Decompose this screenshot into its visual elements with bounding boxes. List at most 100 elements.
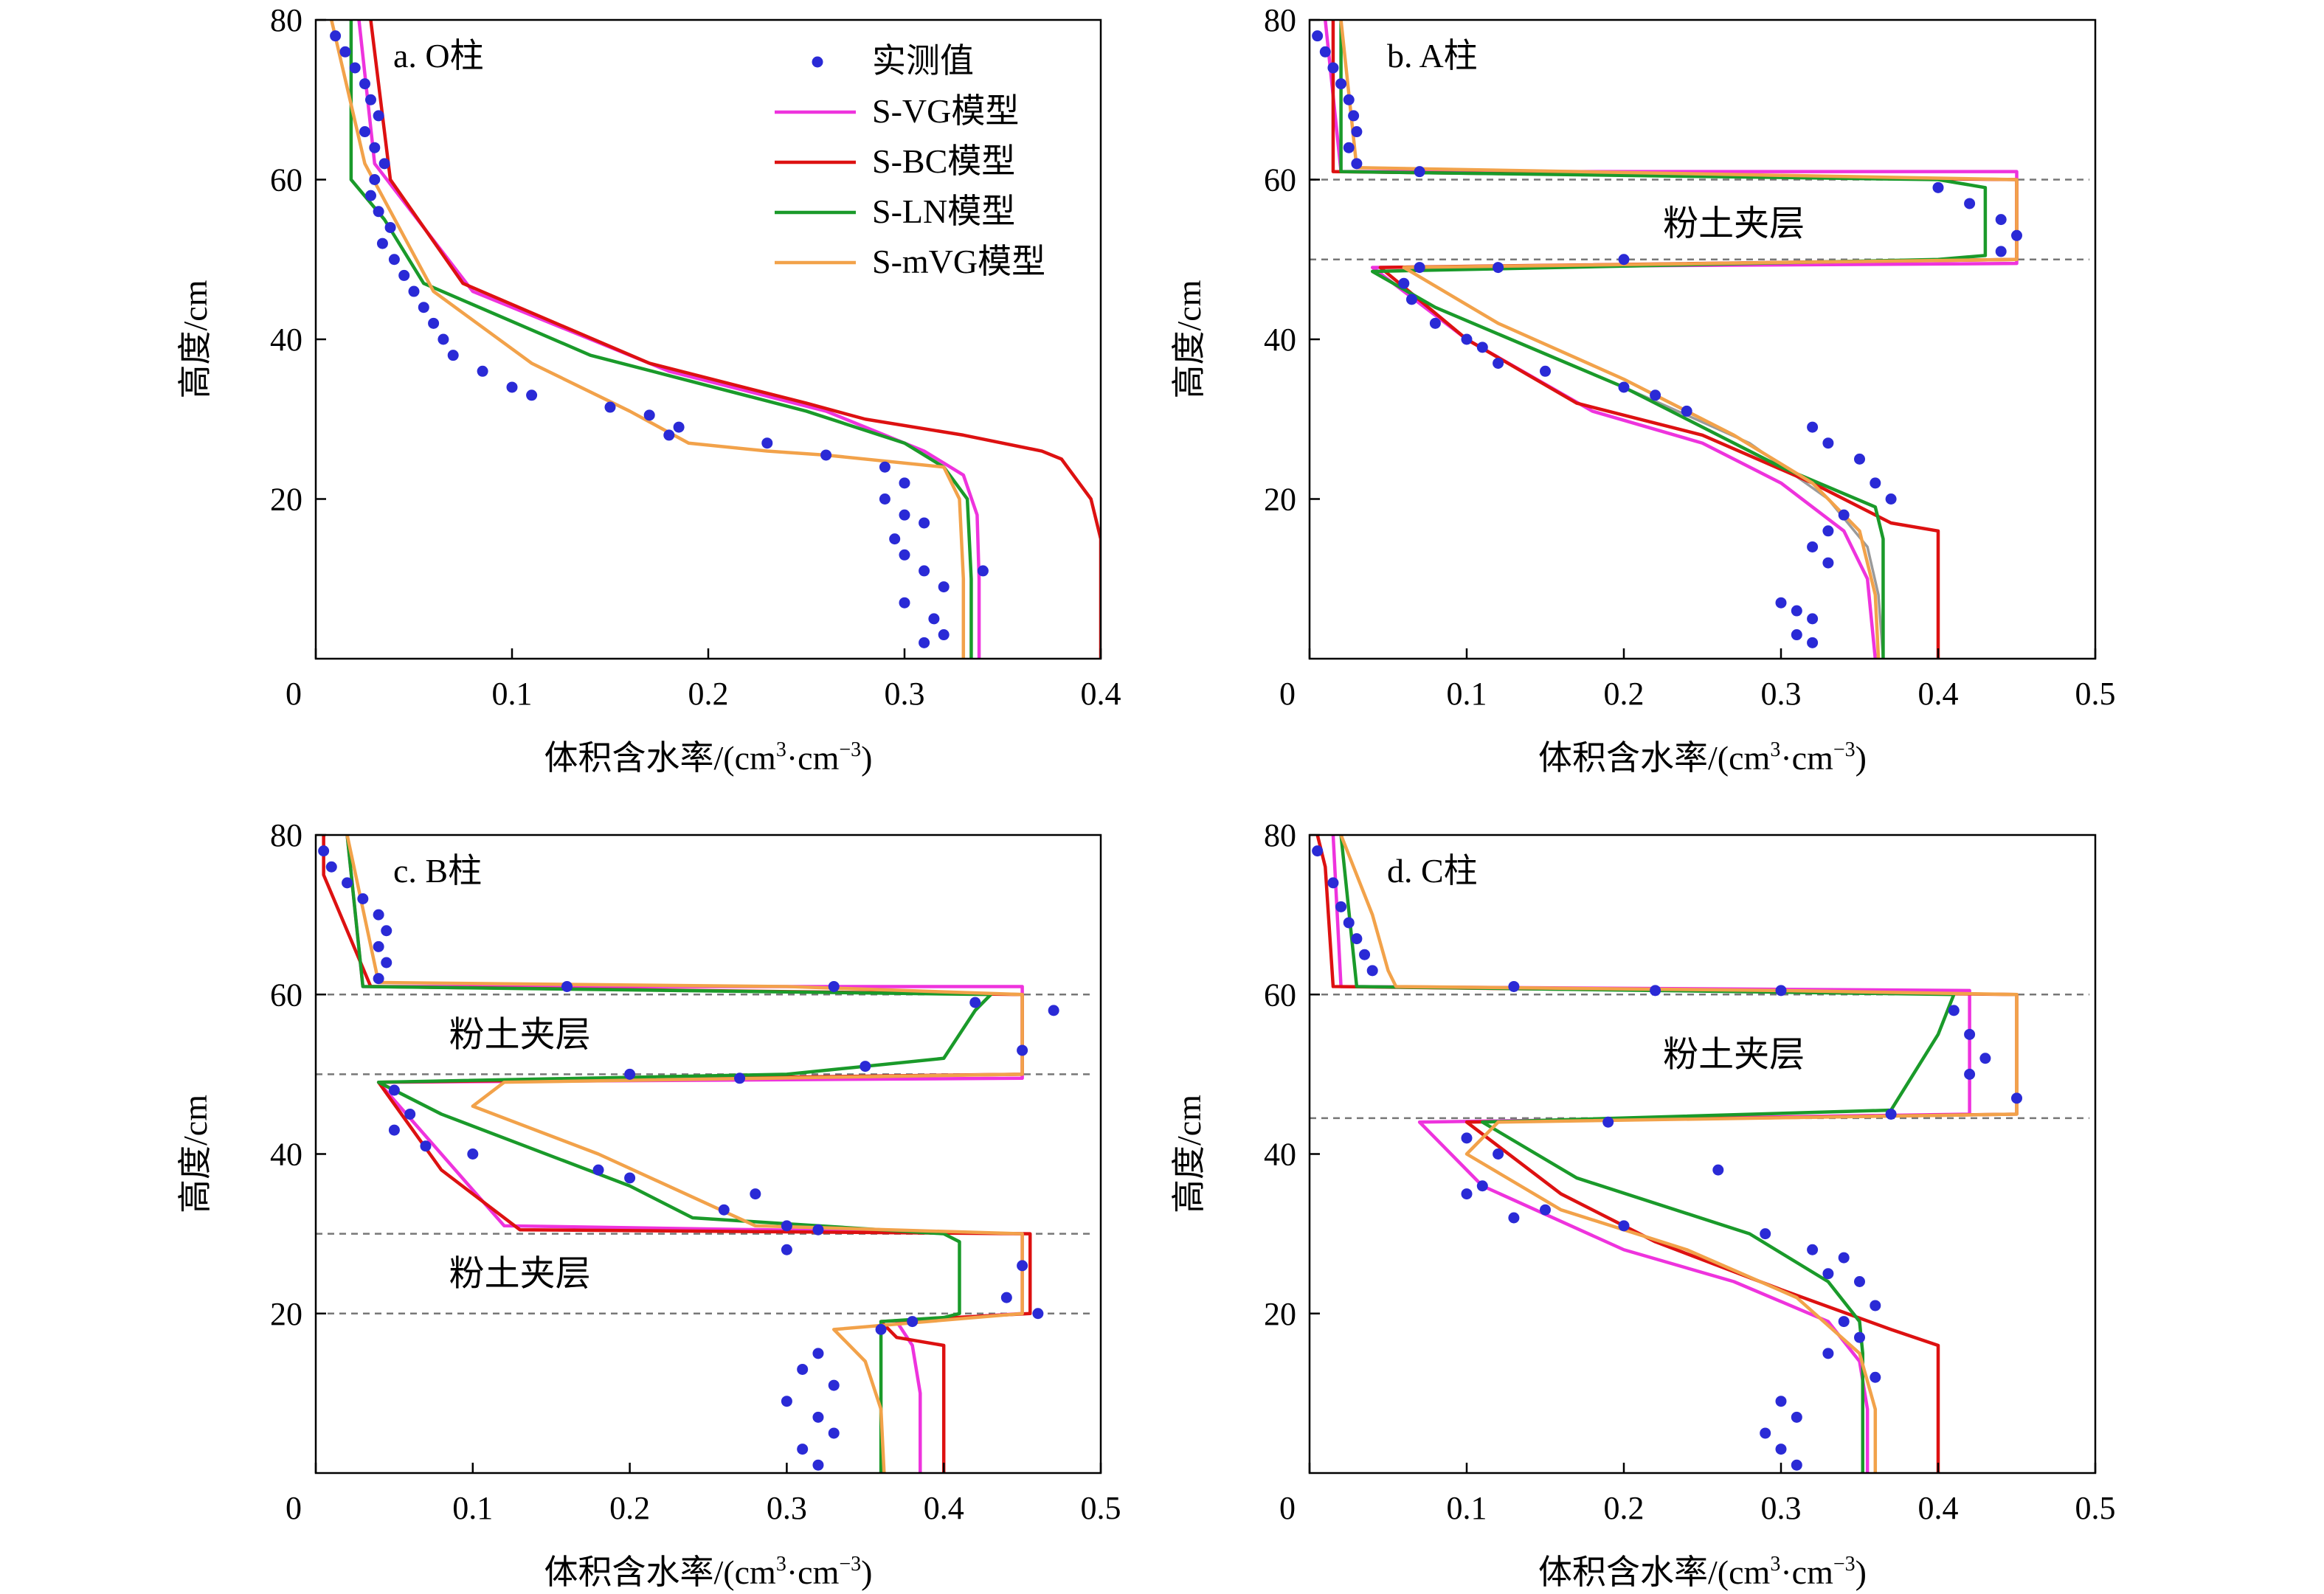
observed-point [1838, 1316, 1850, 1328]
observed-point [1348, 110, 1360, 122]
observed-point [378, 158, 390, 170]
observed-point [388, 1124, 400, 1136]
observed-point [899, 477, 910, 489]
observed-point [899, 509, 910, 521]
x-axis-label-superscript: −3 [839, 738, 861, 761]
observed-point [2011, 229, 2022, 241]
series-line-S-VG [345, 835, 1024, 1473]
x-axis-label-text: ·cm [786, 739, 840, 777]
panel-label: b. A柱 [1387, 37, 1478, 74]
observed-point [879, 461, 890, 473]
observed-point [928, 613, 940, 625]
x-axis-label-text: 体积含水率/(cm [1538, 1553, 1771, 1591]
x-tick-label: 0.3 [885, 676, 925, 712]
observed-point [1807, 613, 1819, 625]
legend-label-observed: 实测值 [872, 42, 974, 80]
observed-point [381, 957, 392, 968]
observed-point [1964, 1068, 1976, 1080]
observed-point [1822, 1348, 1834, 1359]
observed-point [398, 269, 410, 281]
layer-annotation: 粉土夹层 [1663, 204, 1805, 243]
observed-point [1932, 181, 1944, 193]
observed-point [1414, 262, 1425, 274]
observed-point [373, 940, 384, 952]
series-line-S-LN [1339, 20, 1988, 659]
observed-point [1650, 389, 1661, 401]
series-line-S-BC [1331, 20, 2019, 659]
observed-point [373, 110, 384, 122]
observed-point [1885, 1108, 1897, 1120]
observed-point [381, 925, 392, 937]
legend-label-S-BC: S-BC模型 [872, 142, 1015, 180]
x-tick-label: 0.1 [1447, 1490, 1487, 1526]
x-tick-label: 0.5 [2075, 676, 2116, 712]
panel-label: a. O柱 [393, 37, 484, 74]
legend: 实测值 S-VG模型 S-BC模型 S-LN模型 S-mVG模型 [775, 42, 1045, 280]
x-axis-label: 体积含水率/(cm3·cm−3) [1538, 1553, 1867, 1591]
observed-point [812, 1224, 824, 1236]
observed-point [1343, 142, 1355, 153]
observed-point [750, 1188, 761, 1200]
observed-point [899, 549, 910, 561]
observed-point [889, 533, 901, 545]
x-tick-label: 0.4 [1081, 676, 1121, 712]
y-axis-label: 高度/cm [176, 1095, 214, 1213]
series-line-S-BC [322, 835, 1032, 1473]
observed-point [1540, 365, 1551, 377]
observed-point [907, 1316, 919, 1328]
x-tick-label: 0.3 [767, 1490, 807, 1526]
observed-point [1822, 557, 1834, 569]
plot-area [318, 835, 1059, 1473]
observed-point [1838, 1252, 1850, 1264]
x-axis-label: 体积含水率/(cm3·cm−3) [544, 738, 873, 777]
observed-point [1461, 1188, 1473, 1200]
observed-point [408, 285, 420, 297]
observed-point [1618, 1220, 1630, 1232]
x-tick-label: 0 [1279, 676, 1296, 712]
chart-panel-0: 0 0.1 0.2 0.3 0.4 20 40 60 80 体积含水率/(cm3·cm−3) 高度/… [176, 2, 1121, 777]
x-axis-label-text: ) [1856, 1553, 1867, 1591]
observed-point [1964, 198, 1976, 209]
observed-point [1319, 46, 1331, 58]
plot-area [1312, 835, 2022, 1473]
series-line-S-VG [1324, 20, 2019, 659]
observed-point [369, 174, 381, 185]
observed-point [875, 1323, 887, 1335]
observed-point [797, 1444, 809, 1455]
series-line-S-BC [1315, 835, 2019, 1473]
observed-point [1775, 1396, 1787, 1407]
observed-point [1335, 78, 1347, 90]
y-tick-label: 40 [1264, 1137, 1296, 1173]
observed-point [1979, 1053, 1991, 1064]
x-axis-label-superscript: 3 [1770, 1553, 1780, 1576]
x-axis-label-superscript: 3 [776, 738, 786, 761]
observed-point [1807, 1244, 1819, 1255]
layer-annotation: 粉土夹层 [1663, 1035, 1805, 1074]
panel-label: d. C柱 [1387, 852, 1478, 890]
observed-point [1712, 1164, 1724, 1176]
grey-reference-curve [1623, 386, 1885, 659]
observed-point [1017, 1044, 1028, 1056]
y-tick-label: 20 [270, 482, 302, 518]
observed-point [1807, 541, 1819, 552]
observed-point [938, 629, 950, 641]
observed-point [2011, 1092, 2022, 1104]
x-axis-label: 体积含水率/(cm3·cm−3) [1538, 738, 1867, 777]
observed-point [1493, 357, 1504, 369]
observed-point [1508, 1212, 1520, 1224]
y-tick-label: 80 [1264, 817, 1296, 853]
observed-point [879, 493, 890, 505]
x-tick-label: 0 [286, 676, 302, 712]
y-tick-label: 80 [270, 817, 302, 853]
observed-point [447, 350, 459, 361]
observed-point [349, 62, 361, 74]
legend-label-S-mVG: S-mVG模型 [872, 243, 1045, 280]
series-line-S-mVG [1339, 835, 2019, 1473]
panels: 0 0.1 0.2 0.3 0.420406080体积含水率/(cm3·cm−3)高度/… [176, 2, 2116, 1591]
observed-point [781, 1396, 792, 1407]
y-axis-label: 高度/cm [1170, 1095, 1208, 1213]
x-tick-label: 0 [286, 1490, 302, 1526]
observed-point [1351, 126, 1363, 138]
observed-point [1791, 1459, 1802, 1471]
observed-point [1351, 933, 1363, 945]
